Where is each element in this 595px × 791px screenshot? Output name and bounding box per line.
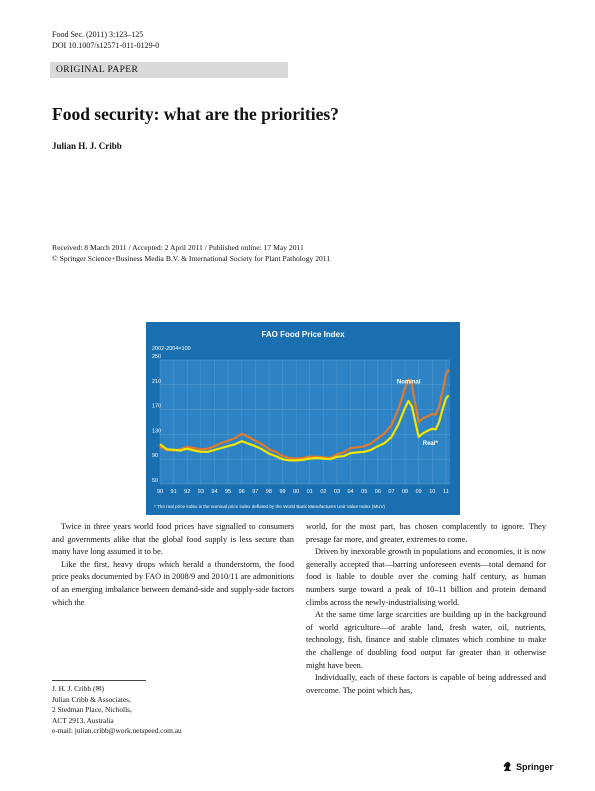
publisher-name: Springer	[516, 761, 554, 772]
x-tick-label: 08	[402, 489, 408, 495]
publisher-logo: Springer	[502, 761, 553, 772]
y-tick-label: 50	[152, 478, 158, 484]
x-tick-label: 04	[348, 489, 354, 495]
author-name: Julian H. J. Cribb	[52, 141, 122, 151]
body-paragraph: world, for the most part, has chosen com…	[306, 522, 546, 544]
x-tick-label: 02	[320, 489, 326, 495]
x-tick-label: 95	[225, 489, 231, 495]
x-tick-label: 91	[171, 489, 177, 495]
plot-area	[160, 360, 450, 484]
body-paragraph: Twice in three years world food prices h…	[52, 522, 294, 557]
publication-dates: Received: 8 March 2011 / Accepted: 2 Apr…	[52, 243, 304, 252]
y-tick-label: 90	[152, 453, 158, 459]
x-tick-label: 99	[279, 489, 285, 495]
chess-knight-icon	[503, 761, 511, 771]
x-tick-label: 09	[416, 489, 422, 495]
x-tick-label: 98	[266, 489, 272, 495]
x-tick-label: 92	[184, 489, 190, 495]
series-line-real	[159, 394, 450, 462]
body-paragraph: Like the first, heavy drops which herald…	[52, 559, 294, 607]
article-type-banner: ORIGINAL PAPER	[50, 62, 288, 78]
series-line-nominal	[159, 368, 450, 460]
body-column-right: world, for the most part, has chosen com…	[306, 521, 546, 697]
contact-street: 2 Stedman Place, Nicholls,	[52, 705, 132, 714]
price-index-chart: FAO Food Price Index 2002-2004=100 50 90 130…	[146, 322, 460, 515]
y-tick-label: 170	[152, 404, 161, 410]
body-paragraph: At the same time large scarcities are bu…	[306, 610, 546, 670]
x-tick-label: 01	[307, 489, 313, 495]
footnote-rule	[52, 680, 146, 681]
y-axis-label: 2002-2004=100	[152, 346, 191, 352]
x-tick-label: 07	[388, 489, 394, 495]
y-tick-label: 130	[152, 428, 161, 434]
x-tick-label: 96	[239, 489, 245, 495]
x-tick-label: 97	[252, 489, 258, 495]
x-tick-label: 93	[198, 489, 204, 495]
x-tick-label: 11	[443, 489, 449, 495]
body-column-left: Twice in three years world food prices h…	[52, 521, 294, 609]
paper-title: Food security: what are the priorities?	[52, 104, 339, 124]
contact-city: ACT 2913, Australia	[52, 715, 114, 725]
journal-citation: Food Sec. (2011) 3:123–125	[52, 30, 144, 39]
body-paragraph: Driven by inexorable growth in populatio…	[306, 547, 546, 607]
doi[interactable]: DOI 10.1007/s12571-011-0129-0	[52, 41, 160, 50]
x-tick-label: 06	[375, 489, 381, 495]
x-tick-label: 00	[293, 489, 299, 495]
copyright-line: © Springer Science+Business Media B.V. &…	[52, 254, 331, 263]
x-tick-label: 90	[157, 489, 163, 495]
contact-email[interactable]: e-mail: julian.cribb@work.netspeed.com.a…	[52, 726, 182, 735]
author-contact: J. H. J. Cribb (✉) Julian Cribb & Associ…	[52, 684, 182, 737]
y-tick-label: 210	[152, 379, 161, 385]
chart-title: FAO Food Price Index	[261, 330, 345, 339]
y-tick-label: 250	[152, 354, 161, 360]
x-tick-label: 03	[334, 489, 340, 495]
x-tick-label: 10	[429, 489, 435, 495]
x-tick-label: 05	[361, 489, 367, 495]
contact-org: Julian Cribb & Associates,	[52, 694, 131, 704]
price-index-figure: FAO Food Price Index 2002-2004=100 50 90 130…	[146, 322, 460, 515]
body-paragraph: Individually, each of these factors is c…	[306, 673, 546, 695]
series-label-nominal: Nominal	[397, 380, 421, 386]
x-tick-label: 94	[211, 489, 217, 495]
contact-name: J. H. J. Cribb (✉)	[52, 684, 104, 693]
series-label-real: Real*	[423, 441, 439, 447]
chart-footnote: * The real price index is the nominal pr…	[154, 504, 386, 509]
